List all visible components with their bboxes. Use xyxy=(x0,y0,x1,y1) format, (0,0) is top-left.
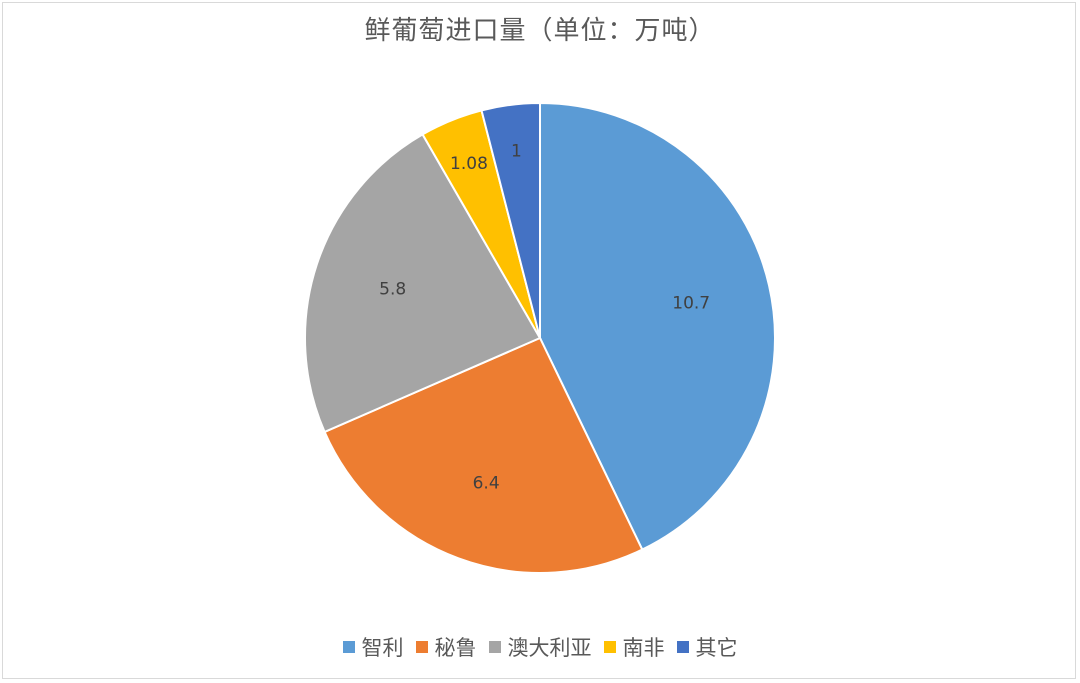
legend-item-chile: 智利 xyxy=(342,632,404,662)
pie-slice-australia xyxy=(304,133,542,434)
legend-label: 智利 xyxy=(361,636,404,660)
legend-swatch xyxy=(488,641,501,653)
legend-swatch xyxy=(676,641,689,653)
chart-legend: 智利 秘鲁 澳大利亚 南非 其它 xyxy=(0,632,1080,662)
pie-slice-chile xyxy=(539,101,776,551)
legend-swatch xyxy=(342,641,355,653)
pie-slices xyxy=(304,101,776,574)
legend-item-australia: 澳大利亚 xyxy=(488,632,592,662)
legend-item-other: 其它 xyxy=(676,632,738,662)
pie-slice-other xyxy=(480,101,541,339)
legend-item-peru: 秘鲁 xyxy=(415,632,477,662)
legend-item-south-africa: 南非 xyxy=(603,632,665,662)
legend-label: 澳大利亚 xyxy=(507,636,592,660)
data-label-peru: 6.4 xyxy=(473,473,500,493)
data-label-chile: 10.7 xyxy=(672,293,710,313)
data-label-other: 1 xyxy=(511,141,522,161)
legend-swatch xyxy=(415,641,428,653)
legend-swatch xyxy=(603,641,616,653)
legend-label: 秘鲁 xyxy=(434,636,477,660)
data-label-south-africa: 1.08 xyxy=(450,154,488,174)
chart-title: 鲜葡萄进口量（单位：万吨） xyxy=(364,16,716,46)
legend-label: 其它 xyxy=(695,636,738,660)
pie-slice-peru xyxy=(323,336,644,574)
legend-label: 南非 xyxy=(622,636,665,660)
data-label-australia: 5.8 xyxy=(379,279,406,299)
pie-labels: 10.7 6.4 5.8 1.08 1 xyxy=(379,141,710,493)
